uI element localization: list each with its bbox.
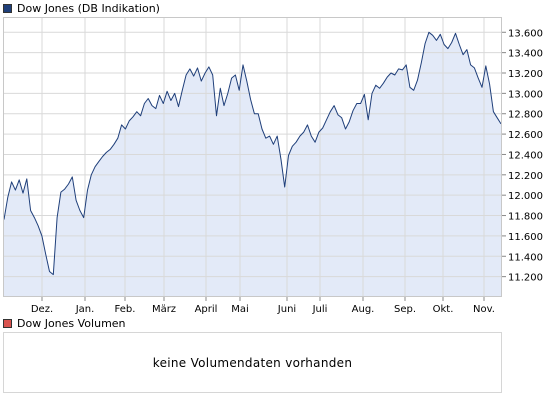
y-tick-label: 12.600: [508, 130, 543, 141]
volume-legend: Dow Jones Volumen: [3, 316, 126, 330]
price-legend: Dow Jones (DB Indikation): [3, 1, 160, 15]
x-tick-label: Sep.: [394, 304, 416, 315]
y-tick-label: 13.000: [508, 89, 543, 100]
plot-border: [3, 17, 502, 297]
series-line: [3, 31, 502, 276]
y-tick-label: 13.600: [508, 28, 543, 39]
y-tick-label: 13.200: [508, 69, 543, 80]
x-tick-label: Jan.: [75, 304, 95, 315]
x-tick-label: März: [152, 304, 176, 315]
y-tick-label: 12.000: [508, 191, 543, 202]
price-legend-label: Dow Jones (DB Indikation): [17, 1, 160, 15]
x-tick-label: Juni: [277, 304, 296, 315]
x-tick-label: Juli: [312, 304, 328, 315]
y-tick-label: 11.400: [508, 252, 543, 263]
y-tick-label: 12.800: [508, 110, 543, 121]
x-tick-label: Okt.: [433, 304, 454, 315]
price-chart[interactable]: 11.200 11.400 11.600 11.800 12.000 12.200 12.4…: [0, 0, 545, 316]
x-tick-label: Aug.: [352, 304, 375, 315]
volume-legend-swatch: [3, 318, 12, 328]
volume-panel: keine Volumendaten vorhanden: [3, 332, 502, 393]
y-tick-label: 11.200: [508, 273, 543, 284]
no-volume-message: keine Volumendaten vorhanden: [152, 355, 353, 370]
y-tick-label: 11.600: [508, 232, 543, 243]
price-legend-swatch: [3, 3, 12, 13]
y-tick-label: 11.800: [508, 212, 543, 223]
y-tick-label: 12.200: [508, 171, 543, 182]
x-tick-label: Mai: [231, 304, 249, 315]
y-tick-label: 13.400: [508, 49, 543, 60]
y-tick-label: 12.400: [508, 150, 543, 161]
x-tick-label: Feb.: [115, 304, 136, 315]
x-tick-label: Dez.: [31, 304, 53, 315]
volume-legend-label: Dow Jones Volumen: [17, 316, 126, 330]
x-tick-label: Nov.: [473, 304, 495, 315]
series-area: [4, 32, 501, 298]
x-tick-label: April: [195, 304, 218, 315]
